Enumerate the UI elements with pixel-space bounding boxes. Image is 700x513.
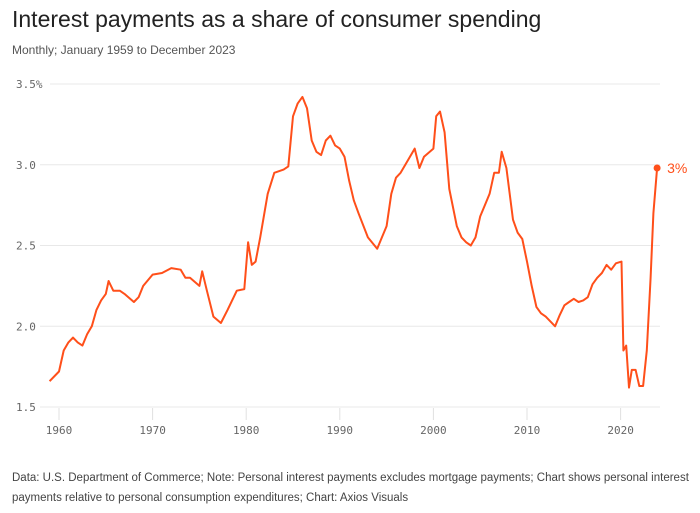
x-tick-label: 2010 [514, 424, 541, 437]
chart-title: Interest payments as a share of consumer… [12, 6, 542, 32]
x-tick-label: 1970 [139, 424, 166, 437]
x-tick-label: 1960 [46, 424, 73, 437]
y-tick-label: 3.0 [16, 159, 36, 172]
series-line [48, 95, 659, 389]
end-point-marker [653, 164, 661, 172]
x-tick-label: 2000 [420, 424, 447, 437]
y-tick-label: 2.0 [16, 320, 36, 333]
y-tick-label: 2.5 [16, 240, 36, 253]
chart-subtitle: Monthly; January 1959 to December 2023 [12, 43, 236, 57]
end-value-label: 3% [667, 160, 687, 176]
line-chart: 1.5 2.0 2.5 3.0 3.5% 1960 1970 1980 1990 2000 2010… [16, 78, 687, 437]
source-note: Data: U.S. Department of Commerce; Note:… [12, 472, 689, 504]
y-tick-label: 3.5% [16, 78, 43, 91]
y-tick-label: 1.5 [16, 401, 36, 414]
x-tick-label: 1980 [233, 424, 260, 437]
x-tick-label: 1990 [327, 424, 354, 437]
x-tick-label: 2020 [607, 424, 634, 437]
